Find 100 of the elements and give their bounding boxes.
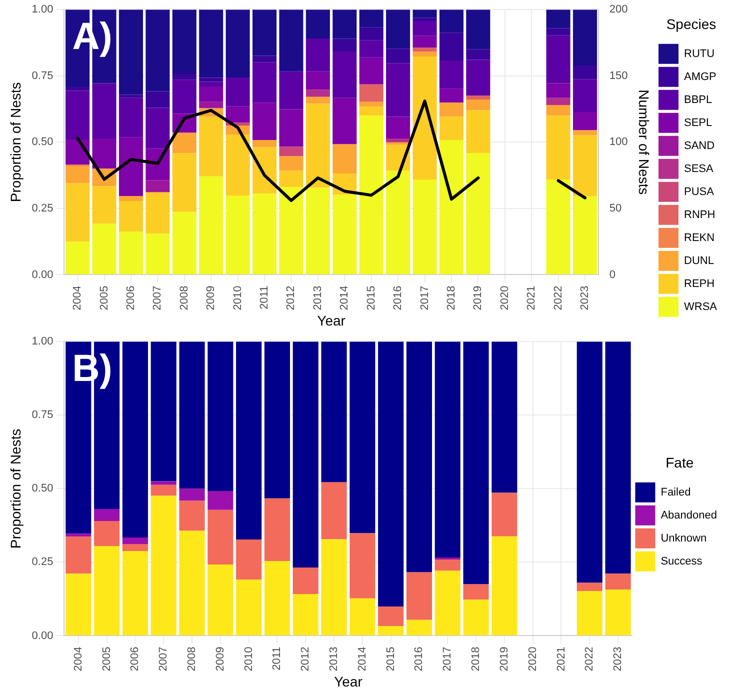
bar: [279, 170, 304, 188]
bar: [406, 620, 432, 636]
bar: [332, 51, 357, 98]
bar: [546, 116, 570, 180]
bar: [122, 551, 148, 636]
bar: [434, 570, 460, 636]
y2-tick-label: 100: [609, 136, 628, 148]
x-tick-label: 2019: [472, 286, 484, 310]
bar: [118, 201, 143, 232]
bar: [572, 112, 598, 130]
bar: [350, 342, 376, 534]
bar: [179, 342, 205, 489]
y-tick-label: 0.50: [32, 136, 54, 148]
bar: [292, 342, 318, 568]
bar: [466, 153, 490, 274]
bar: [92, 138, 116, 169]
legend-label: Abandoned: [660, 509, 718, 522]
bar: [572, 79, 598, 112]
x-tick-label: 2023: [612, 646, 624, 672]
bar: [146, 108, 170, 149]
bar: [492, 492, 518, 536]
bar: [199, 86, 224, 102]
bar: [378, 342, 404, 607]
bar: [546, 35, 570, 84]
bar: [359, 84, 384, 102]
bar: [172, 212, 196, 274]
bar: [359, 10, 384, 28]
bar: [605, 590, 631, 636]
legend-label: REPH: [684, 278, 715, 290]
bar: [466, 10, 490, 50]
x-tick-label: 2006: [125, 286, 138, 310]
bar: [576, 342, 602, 583]
bar: [150, 481, 176, 485]
bar: [412, 18, 437, 21]
bar: [463, 600, 489, 636]
bar: [252, 62, 277, 103]
bar: [199, 176, 224, 274]
bar: [150, 484, 176, 496]
x-tick-label: 2005: [100, 646, 113, 672]
bar: [236, 342, 262, 540]
bar: [179, 488, 205, 501]
bar: [439, 32, 464, 61]
bar: [66, 574, 92, 636]
x-tick-label: 2012: [285, 286, 298, 310]
bar: [146, 180, 170, 192]
bar: [466, 96, 490, 100]
bar: [94, 508, 120, 522]
legend-label: REKN: [684, 232, 715, 244]
bar: [386, 138, 410, 142]
bar: [150, 496, 176, 636]
bar: [359, 57, 384, 84]
bar: [118, 94, 143, 98]
x-tick-label: 2022: [552, 286, 564, 310]
x-tick-label: 2013: [312, 286, 324, 310]
x-tick-label: 2006: [129, 646, 142, 672]
x-tick-label: 2020: [526, 646, 539, 672]
bar: [412, 36, 437, 48]
bar: [321, 342, 347, 482]
bar: [546, 180, 570, 274]
bar: [252, 102, 277, 140]
legend-label: BBPL: [684, 94, 712, 106]
bar: [463, 584, 489, 600]
bar: [466, 110, 490, 154]
y-tick-label: 0.25: [32, 556, 54, 568]
bar: [279, 146, 304, 156]
bar: [439, 60, 464, 89]
bar: [236, 540, 262, 580]
legend-label: WRSA: [684, 300, 718, 313]
bar: [492, 342, 518, 493]
bar: [412, 52, 437, 57]
bar: [66, 166, 90, 184]
legend-title: Fate: [666, 454, 694, 470]
bar: [572, 135, 598, 196]
bar: [292, 567, 318, 594]
bar: [605, 342, 631, 574]
bar: [359, 40, 384, 58]
legend-label: SAND: [684, 140, 715, 152]
bar: [350, 533, 376, 598]
bar: [199, 82, 224, 86]
bar: [359, 106, 384, 116]
bar: [66, 242, 90, 274]
bar: [386, 48, 410, 64]
bar: [199, 102, 224, 108]
y-tick-label: 0.75: [32, 409, 54, 422]
bar: [492, 536, 518, 636]
bar: [226, 10, 250, 78]
bar: [66, 536, 92, 574]
bar: [264, 561, 290, 636]
bar: [66, 534, 92, 537]
bar: [306, 104, 330, 188]
y-axis-title: Proportion of Nests: [7, 428, 24, 549]
x-tick-label: 2017: [418, 286, 431, 310]
bar: [66, 90, 90, 140]
bar: [386, 10, 410, 49]
bar: [412, 21, 437, 36]
bar: [252, 10, 277, 56]
x-tick-label: 2011: [271, 646, 284, 670]
x-tick-label: 2016: [392, 286, 404, 310]
bar: [92, 224, 116, 274]
bar: [439, 102, 464, 117]
